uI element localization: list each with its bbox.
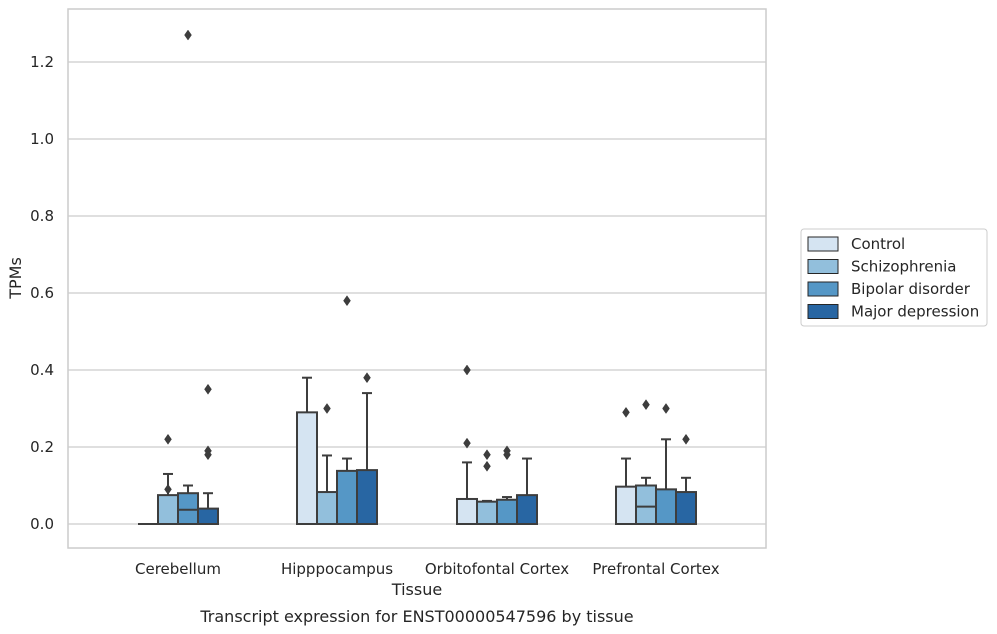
y-axis-label: TPMs <box>6 257 25 300</box>
plot-frame <box>67 8 767 549</box>
y-tick-label: 0.2 <box>30 438 54 456</box>
outlier-point <box>483 460 491 472</box>
x-tick-label: Orbitofontal Cortex <box>425 560 569 578</box>
x-tick-labels: Cerebellum Hipppocampus Orbitofontal Corte… <box>135 560 720 578</box>
y-tick-label: 0.0 <box>30 515 54 533</box>
box-3-3 <box>675 433 697 526</box>
x-tick-label: Cerebellum <box>135 560 221 578</box>
outlier-point <box>204 383 212 395</box>
legend-label: Control <box>851 235 905 253</box>
box-iqr <box>356 469 378 526</box>
legend-swatch <box>807 236 839 252</box>
outlier-point <box>682 433 690 445</box>
y-tick-label: 0.6 <box>30 284 54 302</box>
box-1-2 <box>336 295 358 525</box>
y-tick-labels: 0.0 0.2 0.4 0.6 0.8 1.0 1.2 <box>30 53 54 533</box>
box-iqr <box>197 507 219 526</box>
x-tick-label: Hipppocampus <box>281 560 393 578</box>
legend-label: Schizophrenia <box>851 258 956 276</box>
box-iqr <box>655 488 677 526</box>
outlier-point <box>323 403 331 414</box>
outlier-point <box>463 437 471 449</box>
box-iqr <box>177 492 199 526</box>
outlier-point <box>622 406 630 418</box>
y-tick-label: 1.2 <box>30 53 54 71</box>
legend-label: Major depression <box>851 303 979 321</box>
outlier-point <box>204 449 212 461</box>
gridlines <box>68 61 766 525</box>
legend-label: Bipolar disorder <box>851 280 971 298</box>
plot-area <box>68 9 766 548</box>
box-iqr <box>496 498 518 525</box>
legend-swatch <box>807 259 839 274</box>
box-1-0 <box>296 376 318 526</box>
box-iqr <box>675 491 697 526</box>
outlier-point <box>503 449 511 461</box>
box-iqr <box>336 469 358 525</box>
chart-caption: Transcript expression for ENST0000054759… <box>199 607 633 626</box>
y-tick-label: 0.4 <box>30 361 54 379</box>
legend-frame <box>800 228 988 327</box>
box-iqr <box>157 494 179 525</box>
y-tick-label: 0.8 <box>30 207 54 225</box>
y-tick-label: 1.0 <box>30 130 54 148</box>
box-1-3 <box>356 372 378 526</box>
box-iqr <box>296 411 318 526</box>
box-0-3 <box>197 383 219 526</box>
x-axis-label: Tissue <box>391 580 442 599</box>
outlier-point <box>662 403 670 414</box>
x-tick-label: Prefrontal Cortex <box>592 560 719 578</box>
box-iqr <box>316 491 338 526</box>
outlier-point <box>343 295 351 307</box>
legend-swatch <box>807 281 839 297</box>
box-3-1 <box>635 399 657 525</box>
box-2-1 <box>476 449 498 526</box>
outlier-point <box>483 449 491 461</box>
legend: Control Schizophrenia Bipolar disorder Majo… <box>800 228 988 327</box>
box-iqr <box>615 485 637 525</box>
box-iqr <box>456 497 478 526</box>
boxes-layer <box>138 29 697 526</box>
box-iqr <box>635 484 657 525</box>
outlier-point <box>164 483 172 495</box>
outlier-point <box>184 29 192 41</box>
outlier-point <box>164 433 172 445</box>
box-2-3 <box>516 457 538 525</box>
outlier-point <box>363 372 371 384</box>
box-iqr <box>476 500 498 526</box>
box-iqr <box>516 494 538 525</box>
box-0-1 <box>157 433 179 525</box>
box-3-2 <box>655 403 677 526</box>
outlier-point <box>463 364 471 376</box>
legend-swatch <box>807 304 839 319</box>
outlier-point <box>642 399 650 411</box>
